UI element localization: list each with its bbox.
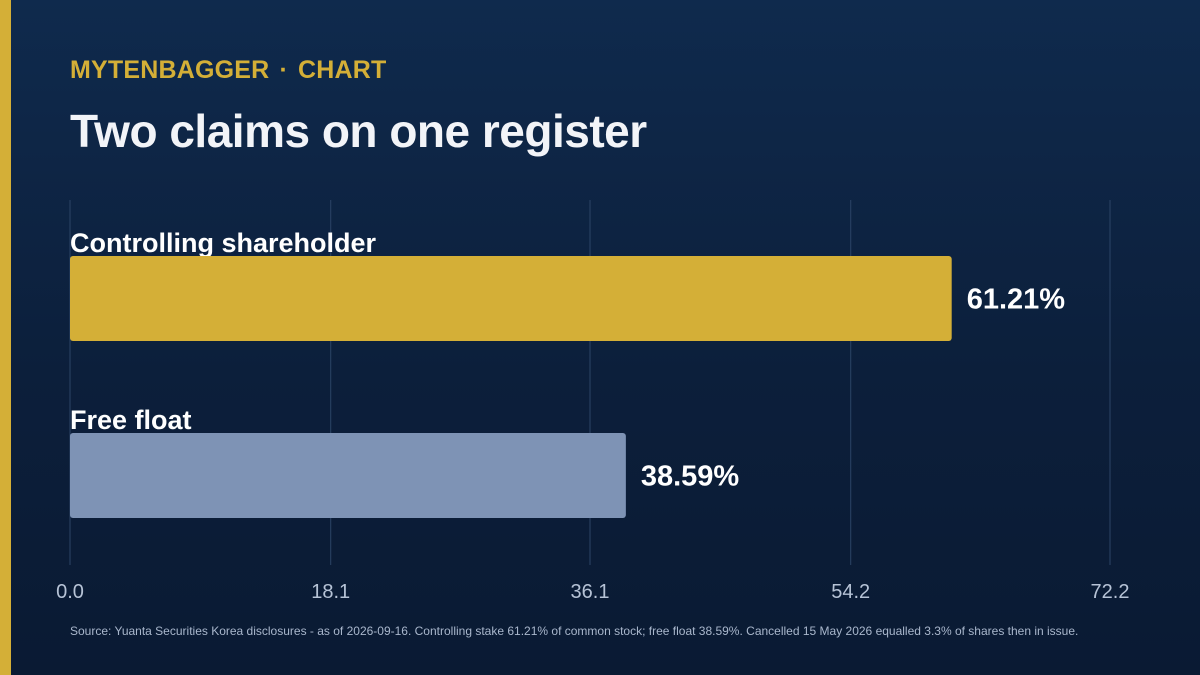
x-tick-label: 54.2 — [831, 581, 870, 603]
chart-kicker: MYTENBAGGER · CHART — [70, 56, 386, 85]
bar — [70, 256, 952, 341]
kicker-separator: · — [279, 56, 288, 84]
category-label: Free float — [70, 405, 192, 435]
accent-stripe — [0, 0, 11, 675]
x-tick-label: 72.2 — [1091, 581, 1130, 603]
chart-title: Two claims on one register — [70, 105, 647, 157]
section-label: CHART — [297, 56, 387, 84]
value-label: 61.21% — [967, 284, 1066, 316]
x-tick-label: 36.1 — [571, 581, 610, 603]
brand-name: MYTENBAGGER — [70, 56, 270, 84]
category-label: Controlling shareholder — [70, 228, 377, 258]
source-note: Source: Yuanta Securities Korea disclosu… — [70, 624, 1079, 638]
x-tick-label: 0.0 — [56, 581, 84, 603]
bar — [70, 433, 626, 518]
value-label: 38.59% — [641, 461, 740, 493]
x-tick-label: 18.1 — [311, 581, 350, 603]
